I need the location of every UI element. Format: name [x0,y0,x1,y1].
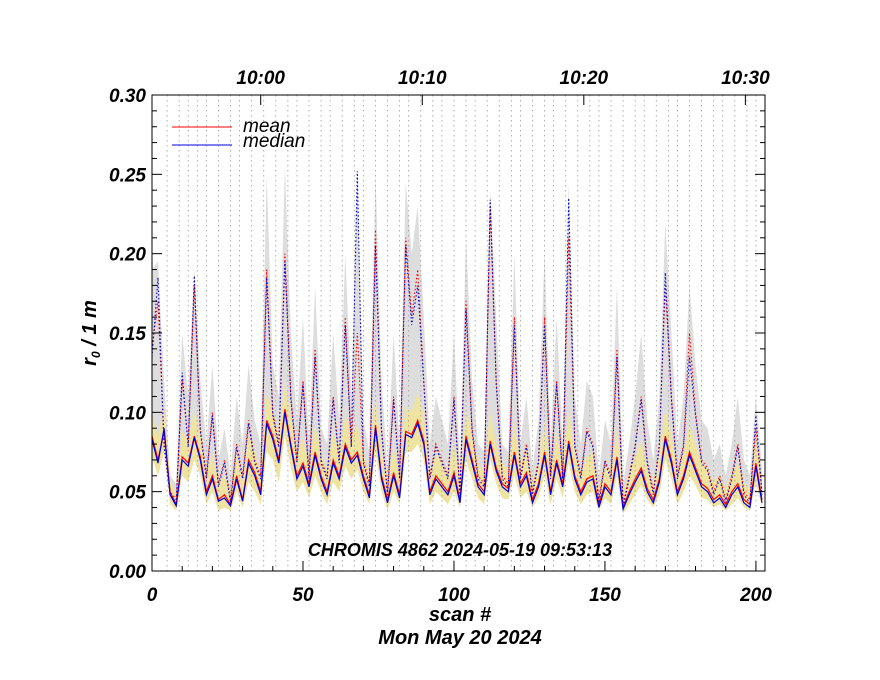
top-time-label: 10:30 [721,68,770,89]
y-axis-label: r0 / 1 m [79,300,103,366]
date-label: Mon May 20 2024 [378,627,541,649]
axis-ticks [151,94,765,572]
y-tick-label: 0.10 [109,403,146,424]
y-axis-label-r: r [79,357,101,366]
percentile-bands [152,166,762,514]
x-axis-label: scan # [429,604,492,626]
legend-median-label: median [243,131,305,152]
y-tick-label: 0.05 [109,483,146,504]
top-time-label: 10:20 [560,68,609,89]
y-axis-label-unit: / 1 m [79,300,101,351]
x-tick-label: 100 [438,585,470,606]
x-tick-label: 50 [292,585,314,606]
y-tick-label: 0.30 [109,86,146,107]
top-time-label: 10:00 [236,68,285,89]
percentile-band-0 [152,166,762,511]
y-tick-label: 0.00 [109,562,146,583]
y-tick-label: 0.15 [109,324,146,345]
legend-mean-label: mean [243,116,291,137]
top-time-label: 10:10 [398,68,447,89]
y-axis-label-sub: 0 [89,351,103,358]
x-tick-label: 0 [147,585,158,606]
x-tick-label: 200 [739,585,772,606]
percentile-band-1 [152,383,762,514]
y-tick-label: 0.20 [109,245,146,266]
axis-tick-labels: 0.00 0.05 0.10 0.15 0.20 0.25 0.30 0 50 100 150 200… [109,68,772,606]
series-line-median [151,412,763,512]
y-tick-label: 0.25 [109,165,146,186]
legend: mean median [172,116,305,152]
series-lines [151,171,763,512]
chart-annotation: CHROMIS 4862 2024-05-19 09:53:13 [308,540,612,560]
series-line-median-dotted [151,171,763,508]
x-tick-label: 150 [589,585,621,606]
